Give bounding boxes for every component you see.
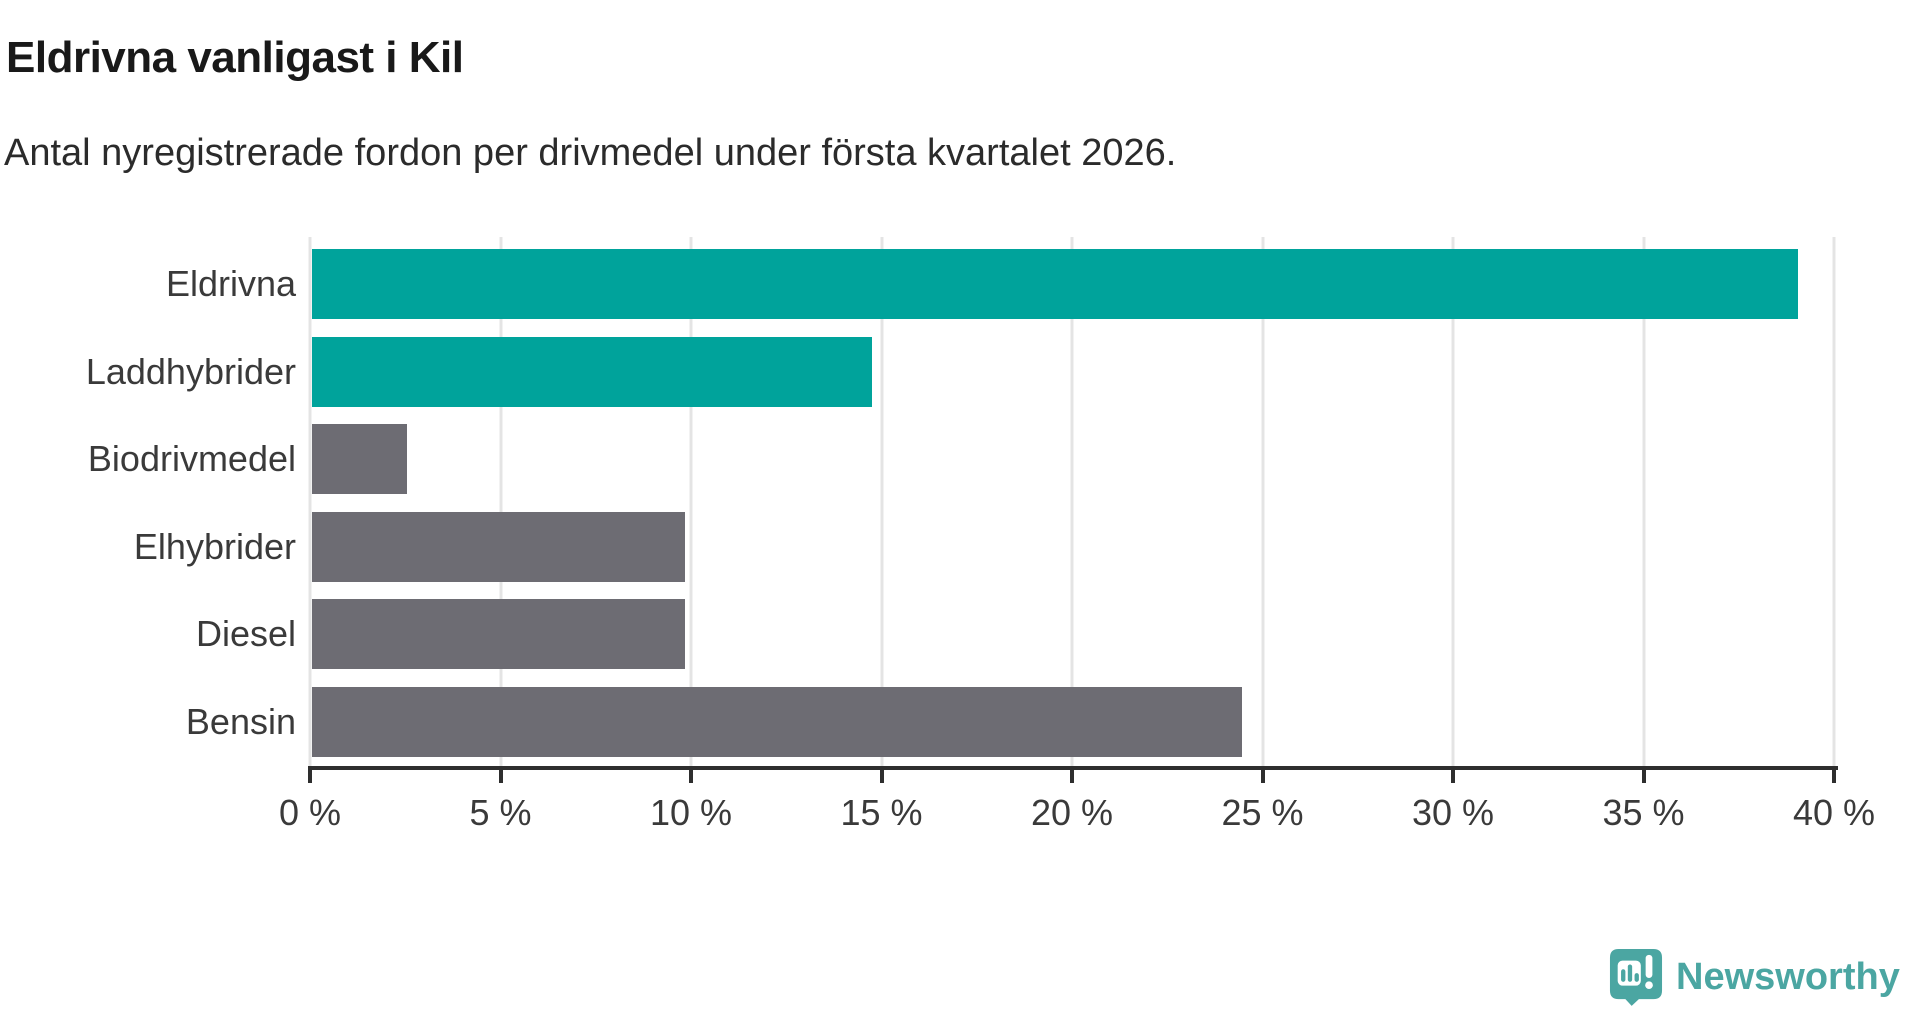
x-tick: [689, 770, 693, 783]
x-tick-label: 10 %: [649, 792, 733, 833]
x-tick-label: 30 %: [1411, 792, 1495, 833]
bar-bensin: [312, 686, 1242, 757]
bar-elhybrider: [312, 511, 686, 582]
gridline: [1070, 237, 1074, 767]
newsworthy-logo-icon: [1609, 949, 1663, 1006]
gridline: [880, 237, 883, 767]
x-axis-ticks-and-labels: 0 % 5 % 10 % 15 % 20 % 25 % 30 % 35 % 40 %: [279, 766, 1875, 836]
gridline: [1451, 237, 1455, 767]
x-tick-label: 5 %: [469, 792, 532, 833]
x-axis-line: [308, 766, 1838, 770]
x-tick: [1070, 770, 1074, 783]
category-label-diesel: Diesel: [195, 613, 296, 654]
x-tick: [1451, 770, 1455, 783]
x-tick: [1260, 770, 1265, 783]
x-tick-label: 25 %: [1221, 792, 1304, 833]
x-tick-label: 0 %: [278, 792, 342, 833]
category-label-laddhybrider: Laddhybrider: [85, 350, 296, 392]
bar-laddhybrider: [312, 336, 873, 407]
gridline: [308, 237, 312, 767]
category-label-eldrivna: Eldrivna: [165, 263, 296, 304]
plot-area: [308, 237, 1836, 767]
gridline: [1261, 237, 1264, 767]
newsworthy-branding: Newsworthy: [1609, 948, 1900, 1006]
y-axis-category-labels: Eldrivna Laddhybrider Biodrivmedel Elhybrid…: [0, 237, 296, 767]
x-tick: [308, 770, 312, 783]
gridline: [1642, 237, 1645, 767]
category-label-elhybrider: Elhybrider: [133, 525, 296, 567]
chart-title: Eldrivna vanligast i Kil: [6, 33, 464, 83]
category-label-bensin: Bensin: [185, 700, 296, 742]
x-tick: [1832, 770, 1836, 783]
x-tick-label: 35 %: [1602, 792, 1685, 833]
bar-eldrivna: [312, 249, 1798, 319]
x-tick-label: 15 %: [840, 792, 923, 833]
gridline: [1832, 237, 1836, 767]
newsworthy-wordmark: Newsworthy: [1676, 955, 1900, 998]
bar-biodrivmedel: [312, 424, 408, 494]
x-tick: [879, 770, 884, 783]
x-tick-label: 20 %: [1030, 792, 1114, 833]
x-tick: [1641, 770, 1646, 783]
x-tick-label: 40 %: [1792, 792, 1876, 833]
chart-subtitle: Antal nyregistrerade fordon per drivmede…: [4, 132, 1177, 174]
gridline: [499, 237, 502, 767]
category-label-biodrivmedel: Biodrivmedel: [87, 438, 296, 479]
gridline: [689, 237, 693, 767]
bar-diesel: [312, 599, 686, 669]
x-tick: [498, 770, 503, 783]
